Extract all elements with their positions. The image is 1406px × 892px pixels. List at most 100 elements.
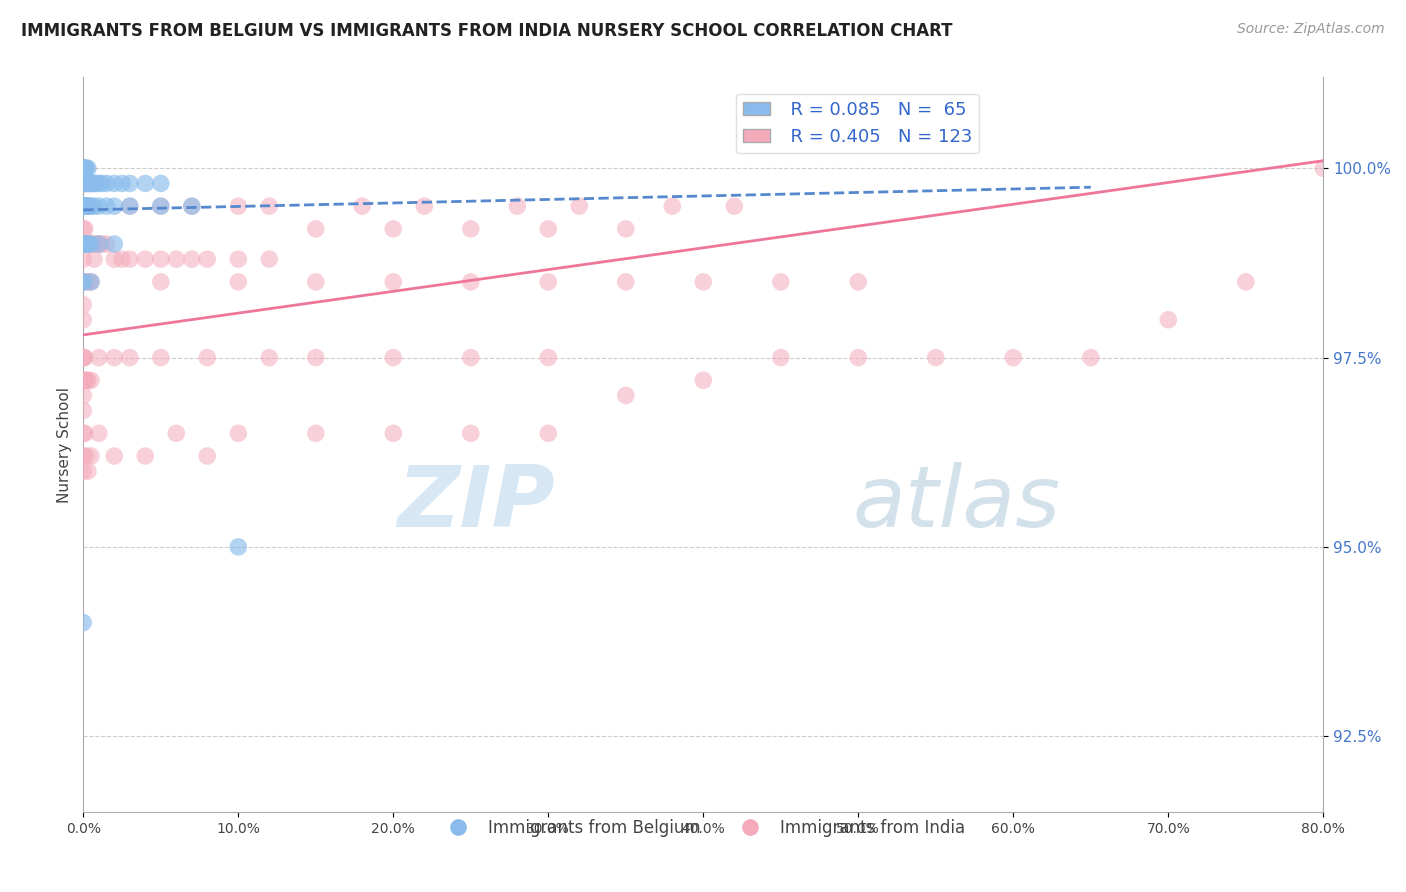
Point xyxy=(460,426,482,441)
Point xyxy=(79,275,101,289)
Point xyxy=(72,237,94,252)
Point xyxy=(460,275,482,289)
Point xyxy=(82,177,104,191)
Point xyxy=(72,161,94,176)
Point xyxy=(72,252,94,267)
Point xyxy=(72,275,94,289)
Point xyxy=(72,161,94,176)
Point xyxy=(79,199,101,213)
Point xyxy=(149,199,172,213)
Point xyxy=(226,199,249,213)
Point xyxy=(90,237,112,252)
Point xyxy=(72,199,94,213)
Point xyxy=(149,351,172,365)
Point xyxy=(79,237,101,252)
Point xyxy=(75,373,97,387)
Point xyxy=(846,275,869,289)
Point xyxy=(73,275,96,289)
Point xyxy=(72,161,94,176)
Point xyxy=(382,351,405,365)
Point xyxy=(72,161,94,176)
Point xyxy=(72,275,94,289)
Point xyxy=(382,426,405,441)
Point xyxy=(73,199,96,213)
Point xyxy=(118,252,141,267)
Point xyxy=(118,199,141,213)
Y-axis label: Nursery School: Nursery School xyxy=(58,386,72,503)
Point xyxy=(537,351,560,365)
Point xyxy=(87,199,110,213)
Point xyxy=(72,161,94,176)
Point xyxy=(73,222,96,236)
Text: ZIP: ZIP xyxy=(396,462,554,545)
Point xyxy=(72,237,94,252)
Point xyxy=(537,426,560,441)
Point xyxy=(80,237,103,252)
Point xyxy=(77,237,100,252)
Point xyxy=(723,199,745,213)
Point xyxy=(72,199,94,213)
Point xyxy=(72,177,94,191)
Point xyxy=(77,199,100,213)
Point xyxy=(103,351,125,365)
Point xyxy=(75,177,97,191)
Point xyxy=(118,199,141,213)
Point xyxy=(661,199,683,213)
Point xyxy=(692,275,714,289)
Point xyxy=(77,373,100,387)
Point xyxy=(103,177,125,191)
Point xyxy=(111,252,134,267)
Point xyxy=(72,237,94,252)
Point xyxy=(226,252,249,267)
Point xyxy=(84,177,107,191)
Point xyxy=(72,388,94,402)
Point xyxy=(79,177,101,191)
Point xyxy=(118,351,141,365)
Point xyxy=(506,199,529,213)
Point xyxy=(1080,351,1102,365)
Point xyxy=(96,199,118,213)
Point xyxy=(75,161,97,176)
Point xyxy=(72,312,94,326)
Point xyxy=(537,275,560,289)
Point xyxy=(75,449,97,463)
Point xyxy=(73,177,96,191)
Point xyxy=(82,237,104,252)
Point xyxy=(72,161,94,176)
Point xyxy=(180,199,202,213)
Point xyxy=(226,540,249,554)
Point xyxy=(72,161,94,176)
Point xyxy=(925,351,948,365)
Point xyxy=(769,275,792,289)
Point xyxy=(83,177,105,191)
Point xyxy=(90,177,112,191)
Point xyxy=(75,237,97,252)
Point xyxy=(80,275,103,289)
Point xyxy=(73,237,96,252)
Point xyxy=(72,275,94,289)
Point xyxy=(80,275,103,289)
Point xyxy=(149,252,172,267)
Point xyxy=(73,199,96,213)
Point xyxy=(846,351,869,365)
Point xyxy=(568,199,591,213)
Point xyxy=(73,426,96,441)
Point xyxy=(72,237,94,252)
Point xyxy=(73,373,96,387)
Point xyxy=(1312,161,1334,176)
Point xyxy=(692,373,714,387)
Point xyxy=(72,373,94,387)
Point xyxy=(72,237,94,252)
Point xyxy=(180,252,202,267)
Point xyxy=(134,449,156,463)
Point xyxy=(103,237,125,252)
Point xyxy=(72,199,94,213)
Point xyxy=(72,426,94,441)
Point xyxy=(537,222,560,236)
Point xyxy=(413,199,436,213)
Point xyxy=(382,275,405,289)
Point xyxy=(80,199,103,213)
Point xyxy=(83,252,105,267)
Point xyxy=(72,615,94,630)
Point xyxy=(75,237,97,252)
